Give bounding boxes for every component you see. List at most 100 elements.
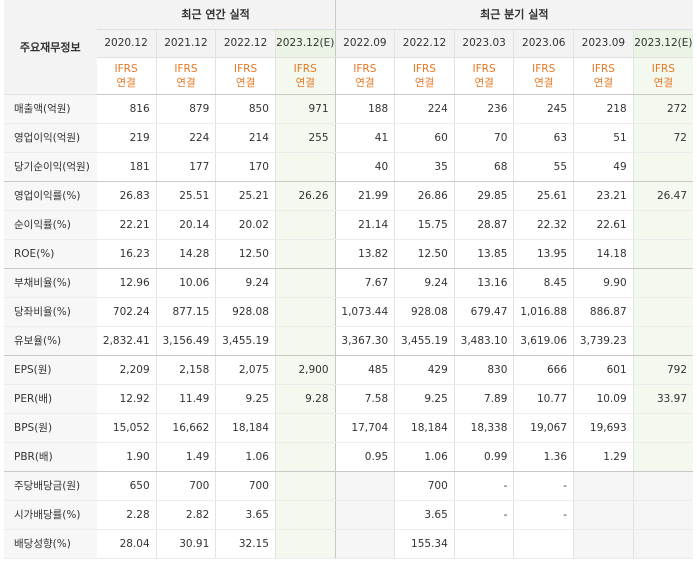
value-cell: 18,338 bbox=[453, 413, 514, 443]
table-row: ROE(%) 16.23 14.28 12.50 13.82 12.50 13.85 13.9… bbox=[4, 239, 693, 269]
value-cell: 170 bbox=[215, 152, 276, 182]
standard-line-consolidated: 연결 bbox=[534, 76, 554, 89]
value-cell: 886.87 bbox=[573, 297, 634, 327]
value-cell: 9.90 bbox=[573, 268, 634, 298]
value-cell: 22.61 bbox=[573, 210, 634, 240]
value-cell: 14.28 bbox=[155, 239, 216, 269]
value-cell: 485 bbox=[334, 355, 395, 385]
value-cell: 33.97 bbox=[632, 384, 693, 414]
value-cell: 679.47 bbox=[453, 297, 514, 327]
annual-standard-1: IFRS 연결 bbox=[155, 57, 216, 95]
value-cell: 25.21 bbox=[215, 181, 276, 211]
standard-line-ifrs: IFRS bbox=[114, 62, 138, 75]
value-cell: 13.16 bbox=[453, 268, 514, 298]
value-cell: 9.24 bbox=[215, 268, 276, 298]
table-row: 영업이익(억원) 219 224 214 255 41 60 70 63 51 72 bbox=[4, 123, 693, 153]
quarter-period-5: 2023.12(E) bbox=[632, 29, 693, 58]
value-cell: 51 bbox=[573, 123, 634, 153]
value-cell: 601 bbox=[573, 355, 634, 385]
row-label: 시가배당률(%) bbox=[4, 500, 97, 530]
value-cell: 18,184 bbox=[394, 413, 455, 443]
value-cell: 928.08 bbox=[394, 297, 455, 327]
value-cell: 7.58 bbox=[334, 384, 395, 414]
value-cell: 971 bbox=[274, 94, 336, 124]
value-cell: 2,900 bbox=[274, 355, 336, 385]
row-label: 영업이익(억원) bbox=[4, 123, 97, 153]
value-cell: 72 bbox=[632, 123, 693, 153]
quarter-period-4: 2023.09 bbox=[573, 29, 634, 58]
value-cell bbox=[334, 471, 395, 501]
annual-standard-2: IFRS 연결 bbox=[215, 57, 276, 95]
value-cell: 12.50 bbox=[394, 239, 455, 269]
value-cell: 0.95 bbox=[334, 442, 395, 472]
value-cell: 236 bbox=[453, 94, 514, 124]
row-label: BPS(원) bbox=[4, 413, 97, 443]
value-cell bbox=[334, 500, 395, 530]
value-cell: 22.21 bbox=[96, 210, 157, 240]
value-cell: 1.06 bbox=[394, 442, 455, 472]
quarter-period-2: 2023.03 bbox=[453, 29, 514, 58]
value-cell: 13.95 bbox=[513, 239, 574, 269]
quarter-period-1: 2022.12 bbox=[394, 29, 455, 58]
value-cell: 40 bbox=[334, 152, 395, 182]
value-cell: 224 bbox=[394, 94, 455, 124]
value-cell: 1,073.44 bbox=[334, 297, 395, 327]
quarter-standard-5: IFRS 연결 bbox=[632, 57, 693, 95]
value-cell: 28.87 bbox=[453, 210, 514, 240]
value-cell: 155.34 bbox=[394, 529, 455, 559]
row-label: 당기순이익(억원) bbox=[4, 152, 97, 182]
table-row: EPS(원) 2,209 2,158 2,075 2,900 485 429 830 666 60… bbox=[4, 355, 693, 385]
value-cell bbox=[573, 500, 634, 530]
standard-line-consolidated: 연결 bbox=[116, 76, 136, 89]
value-cell bbox=[632, 442, 693, 472]
value-cell: 14.18 bbox=[573, 239, 634, 269]
value-cell: 21.99 bbox=[334, 181, 395, 211]
row-label: 주당배당금(원) bbox=[4, 471, 97, 501]
table-row: 당기순이익(억원) 181 177 170 40 35 68 55 49 bbox=[4, 152, 693, 182]
value-cell: 55 bbox=[513, 152, 574, 182]
value-cell: 1.06 bbox=[215, 442, 276, 472]
value-cell: 70 bbox=[453, 123, 514, 153]
value-cell: 1.29 bbox=[573, 442, 634, 472]
table-row: 유보율(%) 2,832.41 3,156.49 3,455.19 3,367.30 3,… bbox=[4, 326, 693, 356]
table-row: BPS(원) 15,052 16,662 18,184 17,704 18,184 18,3… bbox=[4, 413, 693, 443]
value-cell: 429 bbox=[394, 355, 455, 385]
value-cell bbox=[573, 471, 634, 501]
value-cell: 12.92 bbox=[96, 384, 157, 414]
value-cell: 49 bbox=[573, 152, 634, 182]
value-cell: 15,052 bbox=[96, 413, 157, 443]
value-cell: 877.15 bbox=[155, 297, 216, 327]
quarter-standard-2: IFRS 연결 bbox=[453, 57, 514, 95]
table-row: 순이익률(%) 22.21 20.14 20.02 21.14 15.75 28.87 22.… bbox=[4, 210, 693, 240]
row-label: 순이익률(%) bbox=[4, 210, 97, 240]
standard-line-consolidated: 연결 bbox=[176, 76, 196, 89]
value-cell: 792 bbox=[632, 355, 693, 385]
table-row: PBR(배) 1.90 1.49 1.06 0.95 1.06 0.99 1.36 1.29 bbox=[4, 442, 693, 472]
value-cell bbox=[632, 413, 693, 443]
value-cell bbox=[274, 268, 336, 298]
value-cell: 29.85 bbox=[453, 181, 514, 211]
value-cell: 9.25 bbox=[394, 384, 455, 414]
value-cell: 16,662 bbox=[155, 413, 216, 443]
value-cell bbox=[274, 471, 336, 501]
value-cell: 2,209 bbox=[96, 355, 157, 385]
value-cell bbox=[632, 239, 693, 269]
value-cell: 2.28 bbox=[96, 500, 157, 530]
quarter-period-3: 2023.06 bbox=[513, 29, 574, 58]
value-cell: 21.14 bbox=[334, 210, 395, 240]
value-cell: 3.65 bbox=[215, 500, 276, 530]
value-cell bbox=[573, 529, 634, 559]
value-cell bbox=[274, 152, 336, 182]
value-cell: 928.08 bbox=[215, 297, 276, 327]
value-cell: 245 bbox=[513, 94, 574, 124]
value-cell: 22.32 bbox=[513, 210, 574, 240]
row-label: 매출액(억원) bbox=[4, 94, 97, 124]
value-cell: - bbox=[513, 500, 574, 530]
value-cell: 700 bbox=[215, 471, 276, 501]
annual-period-3: 2023.12(E) bbox=[274, 29, 336, 58]
value-cell: 10.09 bbox=[573, 384, 634, 414]
value-cell bbox=[334, 529, 395, 559]
value-cell: 19,693 bbox=[573, 413, 634, 443]
value-cell: 3,455.19 bbox=[215, 326, 276, 356]
value-cell: 3,156.49 bbox=[155, 326, 216, 356]
